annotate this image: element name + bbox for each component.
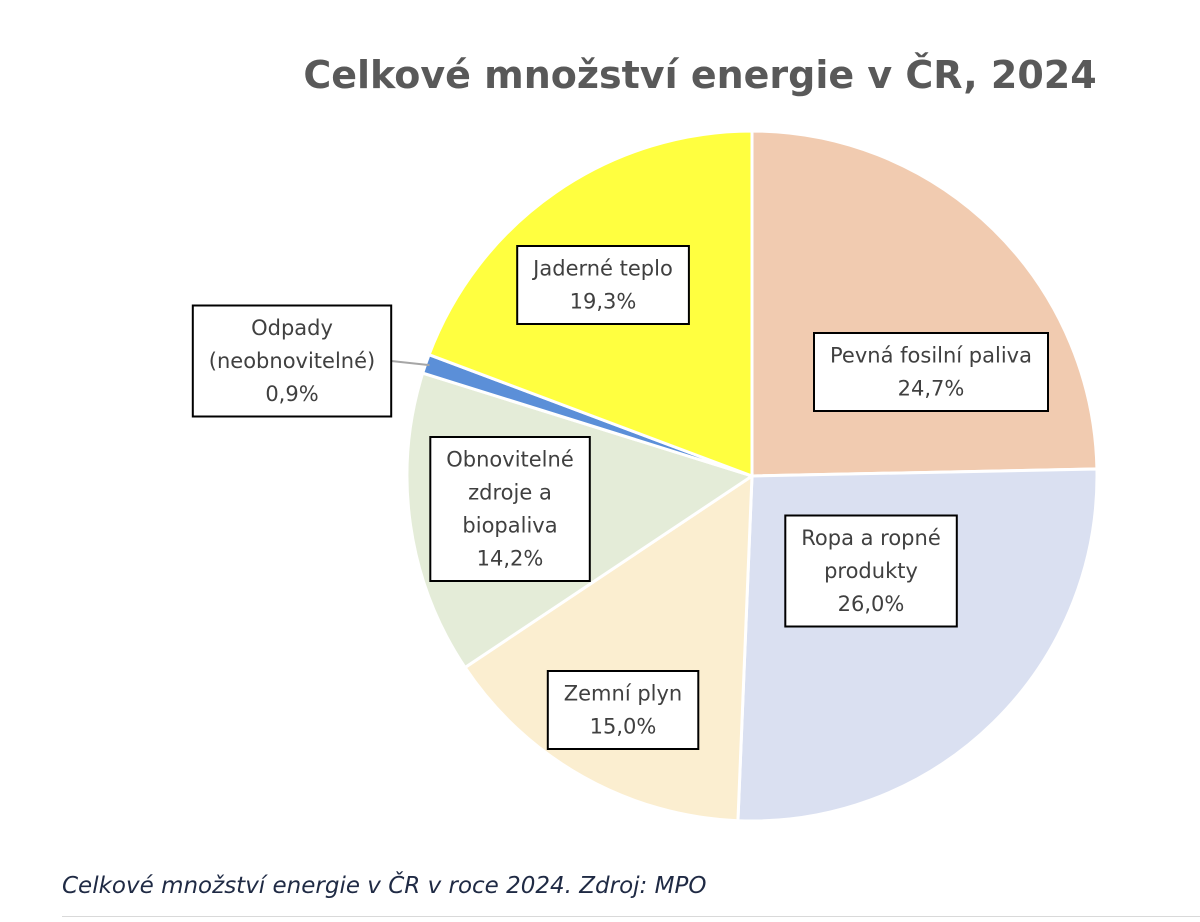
data-label-value: 15,0% (590, 715, 657, 739)
data-label-box (546, 670, 700, 750)
data-label-obnovitelne-zdroje-a-biopaliva: Obnovitelné zdroje a biopaliva 14,2% (429, 436, 591, 582)
data-label-text: Zemní plyn (564, 682, 682, 706)
data-label-ropa-a-ropne-produkty: Ropa a ropné produkty 26,0% (784, 514, 958, 628)
pie-labels: Pevná fosilní paliva 24,7% Ropa a ropné pro… (191, 245, 1049, 750)
data-label-zemni-plyn: Zemní plyn 15,0% (546, 670, 700, 750)
data-label-pevna-fosilni-paliva: Pevná fosilní paliva 24,7% (813, 332, 1049, 412)
data-label-value: 19,3% (570, 290, 637, 314)
data-label-text: Odpady (251, 316, 333, 340)
pie-chart: Celkové množství energie v ČR, 2024 Pevn… (191, 53, 1099, 823)
data-label-text: zdroje a (468, 481, 552, 505)
data-label-box (516, 245, 690, 325)
data-label-box (191, 304, 393, 418)
data-label-value: 0,9% (265, 382, 318, 406)
data-label-box (429, 436, 591, 582)
data-label-value: 24,7% (898, 377, 965, 401)
leader-line (391, 360, 430, 367)
data-label-box (784, 514, 958, 628)
data-label-value: 26,0% (838, 592, 905, 616)
data-label-text: Ropa a ropné (801, 526, 941, 550)
pie-slice-pevna-fosilni-paliva (750, 129, 1099, 478)
data-label-box (813, 332, 1049, 412)
data-label-odpady-neobnovitelne: Odpady (neobnovitelné) 0,9% (191, 304, 393, 418)
data-label-value: 14,2% (477, 547, 544, 571)
chart-title: Celkové množství energie v ČR, 2024 (303, 53, 1096, 97)
caption-divider (62, 916, 1200, 917)
data-label-text: Pevná fosilní paliva (830, 344, 1032, 368)
figure-caption: Celkové množství energie v ČR v roce 202… (62, 873, 707, 899)
data-label-text: Obnovitelné (446, 448, 574, 472)
data-label-text: biopaliva (462, 514, 557, 538)
data-label-jaderne-teplo: Jaderné teplo 19,3% (516, 245, 690, 325)
data-label-text: Jaderné teplo (531, 257, 673, 281)
data-label-text: (neobnovitelné) (209, 349, 375, 373)
data-label-text: produkty (824, 559, 918, 583)
